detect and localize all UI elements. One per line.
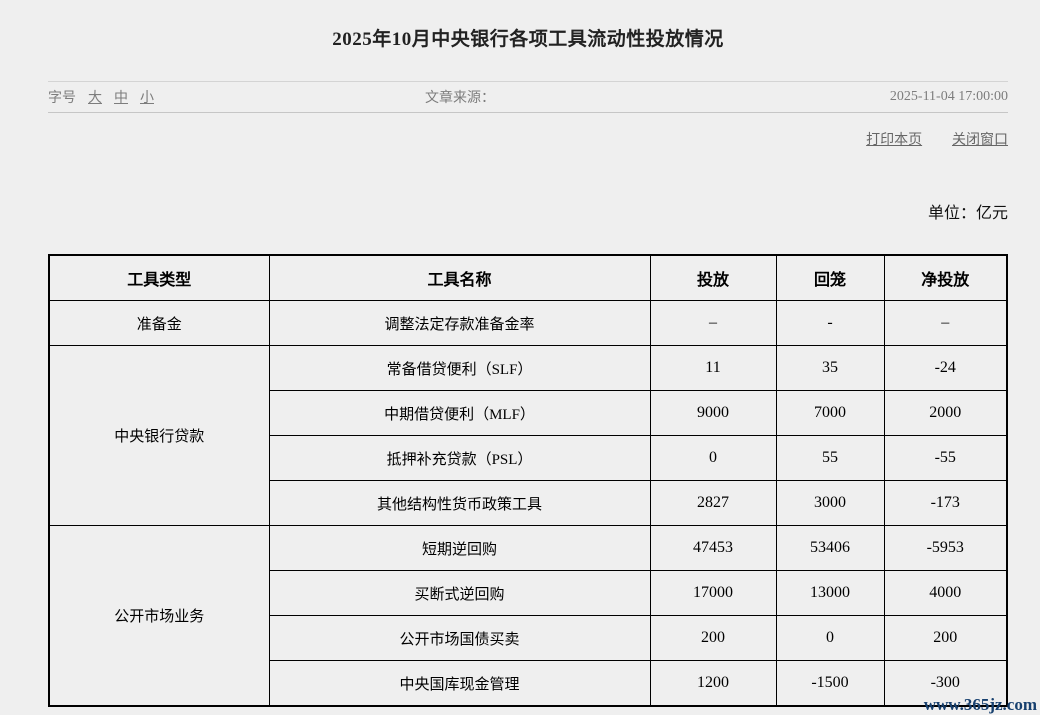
table-header-row: 工具类型 工具名称 投放 回笼 净投放 bbox=[48, 254, 1008, 301]
font-size-label: 字号 bbox=[48, 89, 76, 105]
table-row: 公开市场国债买卖 200 0 200 bbox=[49, 615, 1008, 661]
close-window-link[interactable]: 关闭窗口 bbox=[952, 131, 1008, 147]
net-injection-cell: -55 bbox=[883, 435, 1008, 481]
table-row: 抵押补充贷款（PSL） 0 55 -55 bbox=[49, 435, 1008, 481]
table-row: 中央国库现金管理 1200 -1500 -300 bbox=[49, 660, 1008, 707]
table-row: 其他结构性货币政策工具 2827 3000 -173 bbox=[49, 480, 1008, 526]
withdrawal-cell: 13000 bbox=[775, 570, 885, 616]
withdrawal-cell: 7000 bbox=[775, 390, 885, 436]
net-injection-cell: – bbox=[883, 300, 1008, 346]
tool-type-cell: 公开市场业务 bbox=[48, 525, 270, 707]
net-injection-cell: 4000 bbox=[883, 570, 1008, 616]
withdrawal-cell: 0 bbox=[775, 615, 885, 661]
injection-cell: 0 bbox=[649, 435, 777, 481]
withdrawal-cell: -1500 bbox=[775, 660, 885, 707]
publish-timestamp: 2025-11-04 17:00:00 bbox=[889, 89, 1008, 104]
article-toolbar: 字号 大 中 小 文章来源： 2025-11-04 17:00:00 bbox=[48, 81, 1008, 113]
net-injection-cell: 2000 bbox=[883, 390, 1008, 436]
injection-cell: 47453 bbox=[649, 525, 777, 571]
unit-note: 单位：亿元 bbox=[927, 205, 1008, 222]
tool-name-cell: 中期借贷便利（MLF） bbox=[268, 390, 651, 436]
tool-name-cell: 短期逆回购 bbox=[268, 525, 651, 571]
withdrawal-cell: 53406 bbox=[775, 525, 885, 571]
injection-cell: 11 bbox=[649, 345, 777, 391]
tool-name-cell: 其他结构性货币政策工具 bbox=[268, 480, 651, 526]
font-size-medium-link[interactable]: 中 bbox=[114, 89, 128, 105]
withdrawal-cell: 55 bbox=[775, 435, 885, 481]
injection-cell: 17000 bbox=[649, 570, 777, 616]
print-page-link[interactable]: 打印本页 bbox=[866, 131, 923, 147]
net-injection-cell: -300 bbox=[883, 660, 1008, 707]
tool-name-cell: 调整法定存款准备金率 bbox=[268, 300, 651, 346]
withdrawal-cell: - bbox=[775, 300, 885, 346]
withdrawal-cell: 35 bbox=[775, 345, 885, 391]
tool-type-cell: 中央银行贷款 bbox=[48, 345, 270, 526]
column-header-4: 净投放 bbox=[883, 254, 1008, 301]
column-header-0: 工具类型 bbox=[48, 254, 270, 301]
font-size-large-link[interactable]: 大 bbox=[88, 89, 102, 105]
liquidity-table: 工具类型 工具名称 投放 回笼 净投放 准备金 调整法定存款准备金率 – - – 中央银行贷款 常备… bbox=[48, 254, 1008, 707]
withdrawal-cell: 3000 bbox=[775, 480, 885, 526]
column-header-2: 投放 bbox=[649, 254, 777, 301]
page-actions: 打印本页 关闭窗口 bbox=[48, 130, 1008, 148]
article-source-label: 文章来源： bbox=[425, 89, 495, 105]
injection-cell: – bbox=[649, 300, 777, 346]
tool-name-cell: 抵押补充贷款（PSL） bbox=[268, 435, 651, 481]
net-injection-cell: -173 bbox=[883, 480, 1008, 526]
net-injection-cell: 200 bbox=[883, 615, 1008, 661]
tool-name-cell: 买断式逆回购 bbox=[268, 570, 651, 616]
tool-name-cell: 公开市场国债买卖 bbox=[268, 615, 651, 661]
net-injection-cell: -5953 bbox=[883, 525, 1008, 571]
injection-cell: 1200 bbox=[649, 660, 777, 707]
font-size-small-link[interactable]: 小 bbox=[140, 89, 154, 105]
tool-type-cell: 准备金 bbox=[48, 300, 270, 346]
column-header-1: 工具名称 bbox=[268, 254, 651, 301]
table-row: 公开市场业务 短期逆回购 47453 53406 -5953 bbox=[48, 525, 1008, 707]
table-row: 准备金 调整法定存款准备金率 – - – bbox=[48, 300, 1008, 346]
tool-name-cell: 中央国库现金管理 bbox=[268, 660, 651, 707]
column-header-3: 回笼 bbox=[775, 254, 885, 301]
tool-name-cell: 常备借贷便利（SLF） bbox=[268, 345, 651, 391]
table-row: 中央银行贷款 常备借贷便利（SLF） 11 35 -24 bbox=[48, 345, 1008, 526]
net-injection-cell: -24 bbox=[883, 345, 1008, 391]
injection-cell: 200 bbox=[649, 615, 777, 661]
page-title: 2025年10月中央银行各项工具流动性投放情况 bbox=[332, 29, 724, 50]
table-row: 中期借贷便利（MLF） 9000 7000 2000 bbox=[49, 390, 1008, 436]
watermark-link[interactable]: www.365jz.com bbox=[923, 695, 1037, 714]
injection-cell: 2827 bbox=[649, 480, 777, 526]
font-size-controls: 字号 大 中 小 bbox=[48, 87, 425, 107]
injection-cell: 9000 bbox=[649, 390, 777, 436]
